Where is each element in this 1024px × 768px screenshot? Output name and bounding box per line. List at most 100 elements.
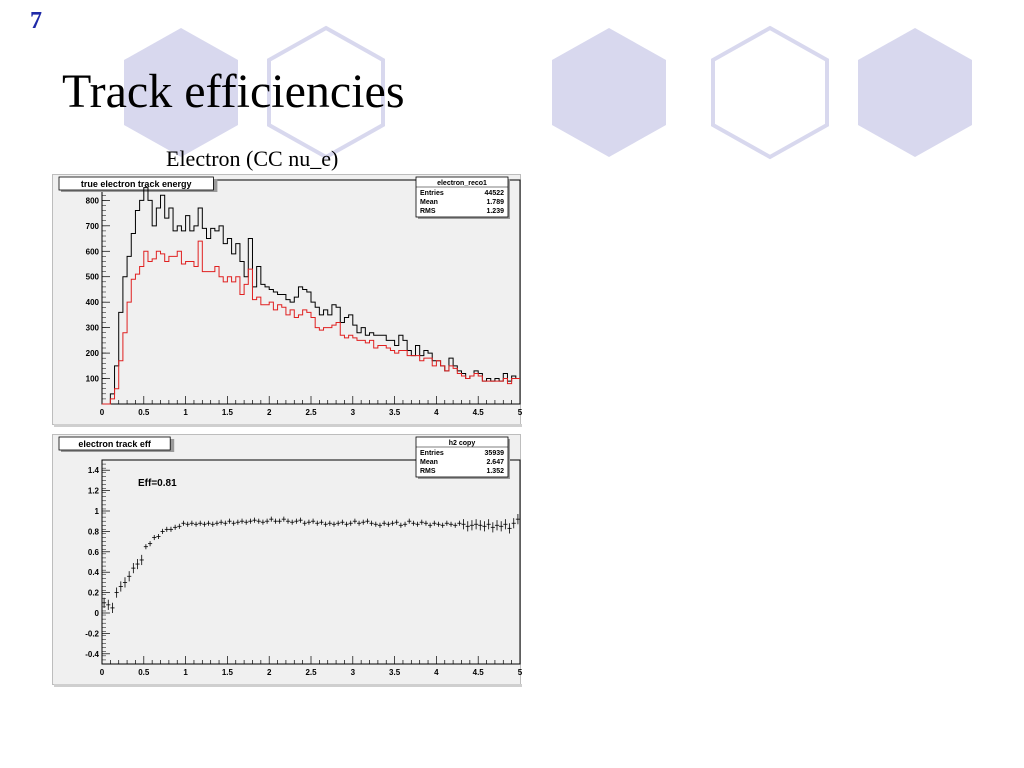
data-point xyxy=(340,519,345,525)
x-tick-label: 3.5 xyxy=(389,408,401,417)
y-tick-label: 500 xyxy=(86,273,100,282)
data-point xyxy=(465,521,470,532)
x-tick-label: 1 xyxy=(183,408,188,417)
y-tick-label: 1.2 xyxy=(88,487,100,496)
data-point xyxy=(152,534,157,541)
histogram-series-1 xyxy=(102,187,520,405)
data-point xyxy=(453,522,458,528)
data-point xyxy=(294,518,299,524)
data-point xyxy=(206,520,211,526)
data-point xyxy=(189,520,194,526)
data-point xyxy=(444,520,449,526)
stats-value-rms: 1.352 xyxy=(486,468,504,475)
data-point xyxy=(469,520,475,531)
data-point xyxy=(173,524,178,530)
plot-frame xyxy=(101,459,521,665)
stats-label-mean: Mean xyxy=(420,199,438,206)
stats-label-rms: RMS xyxy=(420,468,436,475)
data-point xyxy=(135,558,140,570)
stats-label-entries: Entries xyxy=(420,450,444,457)
data-point xyxy=(490,522,495,533)
stats-value-entries: 44522 xyxy=(485,190,505,197)
x-tick-label: 3.5 xyxy=(389,668,401,677)
stats-box-title: electron_reco1 xyxy=(437,180,487,187)
hexagon-outline-2 xyxy=(711,25,829,160)
y-tick-label: 100 xyxy=(86,375,100,384)
data-point xyxy=(252,517,257,523)
hexagon-decoration xyxy=(124,25,972,160)
page-subtitle: Electron (CC nu_e) xyxy=(166,146,339,171)
x-tick-label: 2.5 xyxy=(305,668,317,677)
data-point xyxy=(457,520,462,526)
stats-box xyxy=(415,436,509,478)
data-point xyxy=(478,520,483,531)
y-tick-label: 1.4 xyxy=(88,466,100,475)
title-box xyxy=(58,176,214,191)
data-point xyxy=(102,597,107,608)
data-point xyxy=(143,544,148,550)
data-point xyxy=(402,521,408,527)
x-tick-label: 5 xyxy=(518,668,523,677)
data-point xyxy=(331,521,337,527)
data-point xyxy=(210,521,215,527)
pad-shadow xyxy=(54,424,522,427)
data-point xyxy=(219,519,224,525)
root-canvas: 0 0.5 1 1.5 2 2.5 3 3.5 4 4.5 51002003004005006007… xyxy=(52,174,523,687)
data-point xyxy=(386,521,391,527)
x-tick-label: 1 xyxy=(183,668,188,677)
x-tick-label: 4 xyxy=(434,408,439,417)
data-point xyxy=(448,521,454,527)
data-point xyxy=(398,522,403,528)
data-point xyxy=(181,520,186,526)
data-point xyxy=(231,520,236,526)
x-tick-label: 5 xyxy=(518,408,523,417)
slide-number: 7 xyxy=(30,8,42,34)
y-tick-label: 700 xyxy=(86,222,100,231)
y-tick-label: 0 xyxy=(95,609,100,618)
data-point xyxy=(486,519,491,530)
histogram-series-2 xyxy=(102,240,520,405)
data-point xyxy=(440,522,445,528)
data-point xyxy=(265,518,270,524)
data-point xyxy=(419,519,424,525)
data-point xyxy=(168,526,174,532)
data-point xyxy=(127,571,132,582)
data-point xyxy=(369,520,374,526)
data-point xyxy=(160,528,165,534)
data-point xyxy=(193,521,199,527)
hexagon-filled-3 xyxy=(858,28,972,157)
data-point xyxy=(156,533,161,540)
chart-title: electron track eff xyxy=(78,439,152,449)
data-point xyxy=(515,514,520,525)
y-tick-label: 0.8 xyxy=(88,527,100,536)
data-point xyxy=(269,516,274,522)
stats-value-entries: 35939 xyxy=(485,450,505,457)
stats-value-mean: 2.647 xyxy=(486,459,504,466)
x-tick-label: 2 xyxy=(267,668,272,677)
stats-label-mean: Mean xyxy=(420,459,438,466)
data-point xyxy=(390,520,395,526)
y-tick-label: 400 xyxy=(86,298,100,307)
data-point xyxy=(511,518,516,529)
stats-value-mean: 1.789 xyxy=(486,199,504,206)
data-point xyxy=(185,521,190,527)
title-box xyxy=(58,436,171,451)
x-tick-label: 0.5 xyxy=(138,408,150,417)
data-point xyxy=(356,520,362,526)
data-point xyxy=(198,520,203,526)
x-tick-label: 4.5 xyxy=(473,668,485,677)
data-point xyxy=(394,519,399,525)
hexagon-filled-1 xyxy=(124,28,238,157)
data-point xyxy=(139,554,144,566)
data-point xyxy=(277,518,282,524)
data-point xyxy=(352,518,357,524)
data-point xyxy=(131,563,136,574)
data-point xyxy=(285,518,291,524)
data-point xyxy=(432,520,437,526)
data-point xyxy=(503,519,508,530)
data-point xyxy=(507,523,512,534)
data-point xyxy=(436,521,441,527)
x-tick-label: 1.5 xyxy=(222,408,234,417)
data-point xyxy=(290,519,295,525)
y-tick-label: 0.2 xyxy=(88,589,100,598)
